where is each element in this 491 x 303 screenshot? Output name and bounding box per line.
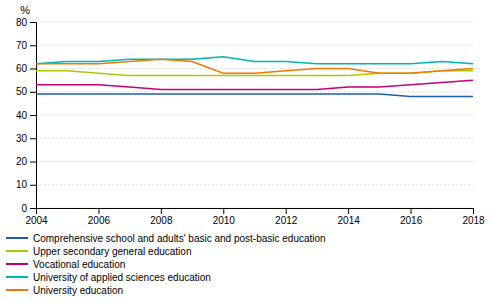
tick-label: 2006 (88, 215, 111, 226)
tick-mark (286, 208, 287, 214)
legend-label: Upper secondary general education (33, 246, 191, 257)
plot-area: 2004 2006 2008 2010 2012 2014 2016 2018 0 10 20 30 4… (16, 17, 485, 226)
tick-mark (30, 185, 36, 186)
grid-line (36, 115, 473, 116)
tick: 2004 (25, 208, 48, 226)
tick-mark (30, 115, 36, 116)
y-axis-title: % (20, 4, 30, 16)
grid-line (36, 45, 473, 46)
legend-item: Comprehensive school and adults' basic a… (6, 233, 326, 244)
legend-label: University of applied sciences education (33, 272, 211, 283)
tick-mark (30, 138, 36, 139)
tick-mark (223, 208, 224, 214)
tick-label: 80 (16, 17, 28, 28)
tick: 2006 (88, 208, 111, 226)
grid (36, 22, 473, 208)
y-axis: 0 10 20 30 40 50 60 70 80 (16, 17, 37, 214)
tick: 2016 (400, 208, 423, 226)
tick-mark (30, 92, 36, 93)
tick-mark (348, 208, 349, 214)
tick-mark (30, 45, 36, 46)
series-line (36, 94, 473, 96)
tick: 10 (16, 179, 36, 190)
tick: 20 (16, 156, 36, 167)
legend-swatch (6, 263, 28, 265)
tick: 30 (16, 133, 36, 144)
legend: Comprehensive school and adults' basic a… (6, 233, 326, 296)
tick: 50 (16, 86, 36, 97)
tick: 2014 (338, 208, 361, 226)
chart: 2004 2006 2008 2010 2012 2014 2016 2018 0 10 20 30 4… (0, 0, 491, 303)
tick: 2008 (150, 208, 173, 226)
tick: 2012 (275, 208, 298, 226)
tick-mark (30, 162, 36, 163)
tick-label: 2012 (275, 215, 298, 226)
legend-swatch (6, 237, 28, 239)
tick-label: 2014 (338, 215, 361, 226)
series-line (36, 59, 473, 73)
tick-label: 2016 (400, 215, 423, 226)
grid-line (36, 161, 473, 162)
tick-mark (411, 208, 412, 214)
legend-label: Comprehensive school and adults' basic a… (33, 233, 326, 244)
tick-label: 2018 (462, 215, 485, 226)
series-line (36, 57, 473, 64)
tick: 80 (16, 17, 36, 28)
legend-item: University education (6, 285, 123, 296)
tick: 2018 (462, 208, 485, 226)
tick-label: 10 (16, 179, 28, 190)
legend-swatch (6, 250, 28, 252)
tick: 70 (16, 40, 36, 51)
legend-item: Upper secondary general education (6, 246, 191, 257)
legend-swatch (6, 276, 28, 278)
tick-label: 70 (16, 40, 28, 51)
legend-swatch (6, 289, 28, 291)
tick-label: 2004 (25, 215, 48, 226)
tick-mark (30, 69, 36, 70)
tick-label: 2008 (150, 215, 173, 226)
axis-line (37, 209, 474, 215)
series-line (36, 80, 473, 89)
tick-label: 0 (21, 203, 27, 214)
legend-label: Vocational education (33, 259, 125, 270)
tick-label: 30 (16, 133, 28, 144)
axis-line (30, 23, 37, 209)
tick-mark (30, 22, 36, 23)
legend-item: Vocational education (6, 259, 125, 270)
legend-item: University of applied sciences education (6, 272, 211, 283)
tick-mark (473, 208, 474, 214)
x-axis: 2004 2006 2008 2010 2012 2014 2016 2018 (25, 208, 485, 226)
grid-line (36, 138, 473, 139)
tick-mark (98, 208, 99, 214)
tick: 0 (21, 203, 36, 214)
tick-label: 50 (16, 86, 28, 97)
grid-line (36, 184, 473, 185)
tick: 40 (16, 110, 36, 121)
tick: 2010 (213, 208, 236, 226)
tick-label: 40 (16, 110, 28, 121)
tick-mark (30, 208, 36, 209)
grid-line (36, 22, 473, 23)
tick-label: 20 (16, 156, 28, 167)
grid-line (36, 68, 473, 69)
tick-label: 2010 (213, 215, 236, 226)
tick-label: 60 (16, 63, 28, 74)
tick-mark (161, 208, 162, 214)
lines (36, 57, 473, 97)
tick: 60 (16, 63, 36, 74)
grid-line (36, 91, 473, 92)
legend-label: University education (33, 285, 123, 296)
